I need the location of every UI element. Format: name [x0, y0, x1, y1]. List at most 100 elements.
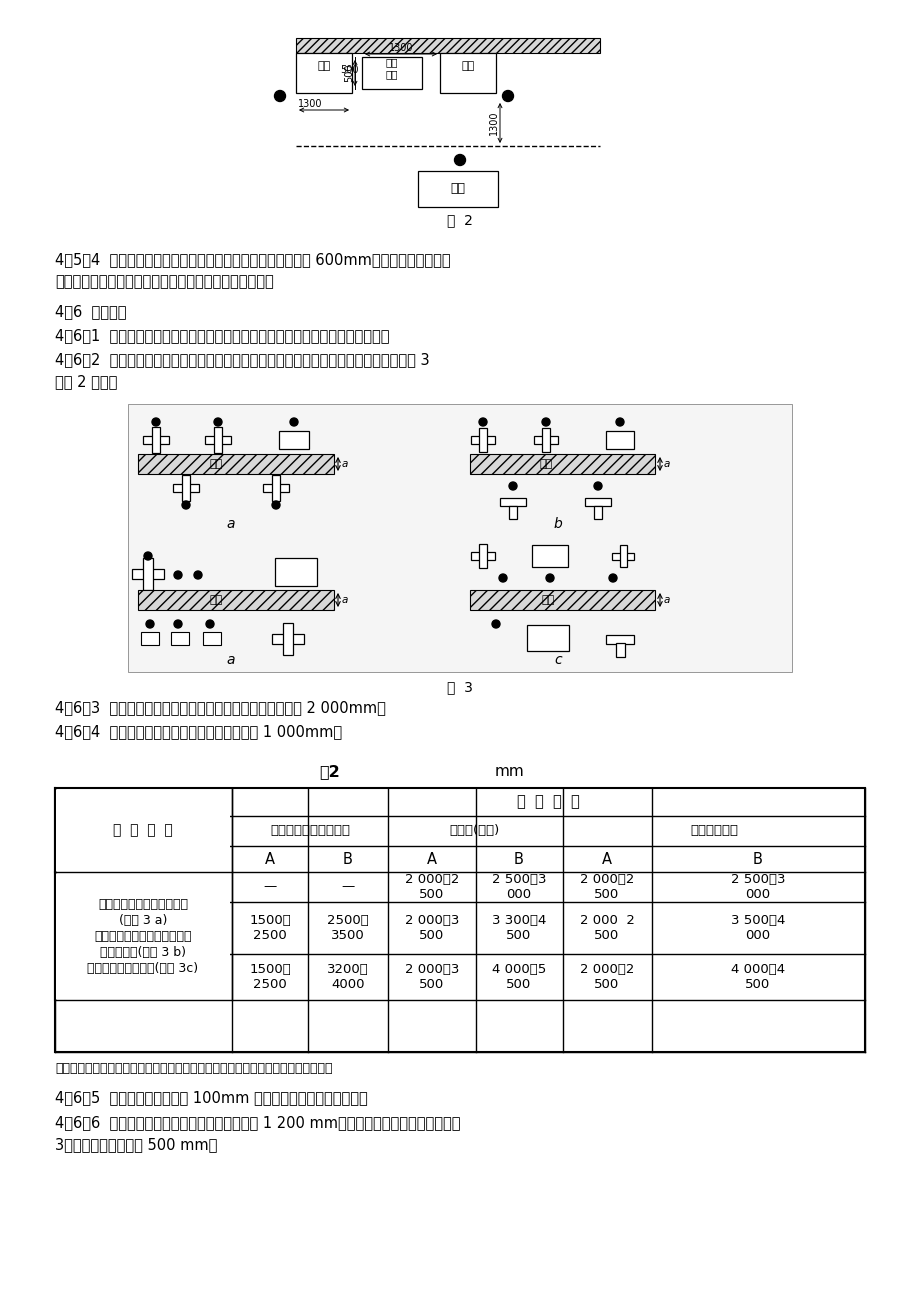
Text: (见图 3 a): (见图 3 a) — [119, 914, 167, 927]
Circle shape — [206, 620, 214, 628]
Text: 2 000  2
500: 2 000 2 500 — [579, 914, 634, 943]
Text: 4 000～5
500: 4 000～5 500 — [492, 963, 546, 991]
Bar — [470, 454, 654, 474]
Circle shape — [174, 572, 182, 579]
Text: 500: 500 — [339, 65, 357, 76]
Bar — [272, 634, 303, 644]
Text: 通道: 通道 — [210, 595, 222, 605]
Bar — [182, 475, 190, 501]
Bar — [278, 431, 309, 449]
Circle shape — [289, 418, 298, 426]
Bar — [616, 643, 624, 658]
Text: 表2: 表2 — [319, 764, 340, 779]
Bar — [470, 590, 654, 611]
Bar — [533, 436, 558, 444]
Text: —: — — [263, 880, 277, 893]
Circle shape — [594, 482, 601, 490]
Bar — [142, 436, 169, 444]
Text: 2 000～3
500: 2 000～3 500 — [404, 963, 459, 991]
Text: 3 500～4
000: 3 500～4 000 — [730, 914, 784, 943]
Text: 2500～
3500: 2500～ 3500 — [327, 914, 369, 943]
Text: 4．6．4  机床之间的次要通道宽度一般不应小于 1 000mm。: 4．6．4 机床之间的次要通道宽度一般不应小于 1 000mm。 — [55, 724, 342, 740]
Bar — [499, 497, 526, 506]
Text: 起重机(吊车): 起重机(吊车) — [449, 824, 500, 837]
Bar — [55, 788, 864, 1052]
Bar — [141, 631, 159, 644]
Circle shape — [214, 418, 221, 426]
Text: B: B — [514, 852, 523, 867]
Circle shape — [174, 620, 182, 628]
Text: 3 300～4
500: 3 300～4 500 — [492, 914, 546, 943]
Circle shape — [508, 482, 516, 490]
Text: B: B — [343, 852, 353, 867]
Text: 1300: 1300 — [298, 99, 322, 109]
Text: 2 000～2
500: 2 000～2 500 — [579, 963, 633, 991]
Text: A: A — [265, 852, 275, 867]
Text: 4．5．4  机床的操作位置一般应设置脚踏板，其宽度不应小于 600mm，长度应根据操作者: 4．5．4 机床的操作位置一般应设置脚踏板，其宽度不应小于 600mm，长度应根… — [55, 253, 450, 267]
Bar — [417, 171, 497, 207]
Bar — [619, 546, 627, 566]
Bar — [479, 428, 486, 452]
Circle shape — [616, 418, 623, 426]
Text: 1300: 1300 — [389, 43, 413, 53]
Bar — [275, 559, 317, 586]
Circle shape — [182, 501, 190, 509]
Bar — [171, 631, 188, 644]
Bar — [296, 38, 599, 53]
Bar — [152, 427, 160, 453]
Text: 图  3: 图 3 — [447, 680, 472, 694]
Text: c: c — [553, 654, 562, 667]
Text: 两排机床均面向通道(见图 3c): 两排机床均面向通道(见图 3c) — [87, 961, 199, 974]
Text: 机床: 机床 — [450, 182, 465, 195]
Text: a: a — [342, 460, 348, 469]
Text: 4．6  车间通道: 4．6 车间通道 — [55, 303, 127, 319]
Text: 床面向通道(见图 3 b): 床面向通道(见图 3 b) — [100, 945, 186, 958]
Text: 1500～
2500: 1500～ 2500 — [249, 914, 290, 943]
Bar — [471, 436, 494, 444]
Text: a: a — [342, 595, 348, 605]
Bar — [606, 431, 633, 449]
Bar — [361, 57, 422, 89]
Text: a: a — [664, 460, 670, 469]
Text: b: b — [553, 517, 562, 531]
Text: 4．6．1  车间通道一般分为纵向主要通道、横向主要通道和机床之间的次要通道。: 4．6．1 车间通道一般分为纵向主要通道、横向主要通道和机床之间的次要通道。 — [55, 328, 389, 342]
Text: mm: mm — [494, 764, 525, 779]
Text: A: A — [426, 852, 437, 867]
Bar — [439, 53, 495, 92]
Text: 图  2: 图 2 — [447, 214, 472, 227]
Bar — [508, 506, 516, 519]
Text: 1300: 1300 — [489, 111, 498, 135]
Text: 控制
平板: 控制 平板 — [385, 57, 398, 79]
Bar — [272, 475, 279, 501]
Circle shape — [146, 620, 153, 628]
Circle shape — [454, 155, 465, 165]
Text: —: — — [341, 880, 354, 893]
Text: 4．6．6  主要通道两边堆码的物品高度不应超过 1 200 mm，且高与底面宽度之比不应大于: 4．6．6 主要通道两边堆码的物品高度不应超过 1 200 mm，且高与底面宽度… — [55, 1115, 460, 1130]
Text: 通道: 通道 — [210, 460, 222, 469]
Text: 机床: 机床 — [317, 61, 330, 72]
Circle shape — [545, 574, 553, 582]
Bar — [138, 590, 334, 611]
Text: 2 000～2
500: 2 000～2 500 — [579, 874, 633, 901]
Bar — [142, 559, 153, 590]
Bar — [205, 436, 231, 444]
Text: 运  输  方  式: 运 输 方 式 — [516, 794, 579, 810]
Bar — [527, 625, 568, 651]
Bar — [296, 53, 352, 92]
Circle shape — [194, 572, 202, 579]
Text: 和表 2 确定。: 和表 2 确定。 — [55, 374, 118, 389]
Bar — [214, 427, 221, 453]
Bar — [131, 569, 164, 579]
Text: a: a — [226, 654, 235, 667]
Bar — [471, 552, 494, 560]
Bar — [138, 454, 334, 474]
Text: B: B — [753, 852, 762, 867]
Text: 500: 500 — [344, 64, 354, 82]
Text: 3200～
4000: 3200～ 4000 — [327, 963, 369, 991]
Text: 单轨起重机、电动葫芦: 单轨起重机、电动葫芦 — [269, 824, 349, 837]
Circle shape — [498, 574, 506, 582]
Text: 4．6．2  每个加工车间都应有一条纵向主要通道，其宽度应根据本车间内的运输方式按图 3: 4．6．2 每个加工车间都应有一条纵向主要通道，其宽度应根据本车间内的运输方式按… — [55, 352, 429, 367]
Bar — [128, 404, 791, 672]
Circle shape — [502, 91, 513, 102]
Text: 3；堆垛间距不应小于 500 mm。: 3；堆垛间距不应小于 500 mm。 — [55, 1137, 217, 1152]
